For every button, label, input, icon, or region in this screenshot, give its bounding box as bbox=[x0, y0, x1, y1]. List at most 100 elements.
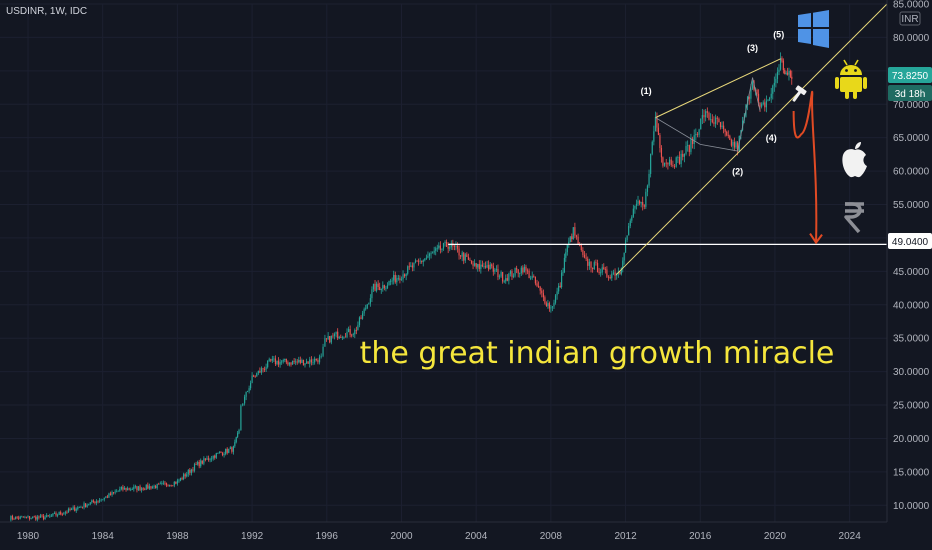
candle-body bbox=[343, 336, 345, 338]
candle-body bbox=[301, 359, 303, 363]
candle-body bbox=[127, 488, 129, 491]
y-tick-label: 80.0000 bbox=[893, 33, 930, 44]
candle-body bbox=[10, 516, 12, 521]
x-tick-label: 2016 bbox=[689, 531, 712, 542]
candle-body bbox=[333, 334, 336, 336]
candle-body bbox=[120, 486, 122, 490]
candle-body bbox=[588, 261, 590, 266]
candle-body bbox=[539, 287, 541, 291]
candle-body bbox=[92, 500, 94, 502]
x-axis[interactable]: 1980 1984 1988 1992 1996 2000 2004 2008 2012 2016… bbox=[17, 531, 861, 542]
candle-body bbox=[150, 486, 152, 489]
candle-body bbox=[189, 469, 191, 473]
candle-body bbox=[705, 111, 707, 118]
candle-body bbox=[678, 156, 681, 165]
candle-body bbox=[575, 235, 578, 237]
candle-body bbox=[212, 455, 214, 459]
candle-body bbox=[267, 360, 269, 368]
candle-body bbox=[231, 447, 233, 452]
candle-body bbox=[357, 325, 359, 331]
candle-body bbox=[141, 488, 143, 491]
candle-body bbox=[624, 240, 627, 253]
candle-body bbox=[726, 131, 728, 136]
candle-body bbox=[242, 403, 244, 406]
candle-body bbox=[432, 252, 434, 254]
candle-body bbox=[391, 280, 393, 282]
candle-body bbox=[128, 488, 130, 490]
candle-body bbox=[727, 135, 729, 137]
candle-body bbox=[133, 486, 135, 490]
candle-body bbox=[399, 278, 401, 281]
candle-body bbox=[66, 512, 68, 514]
candle-body bbox=[30, 518, 32, 519]
candle-body bbox=[447, 246, 449, 249]
apple-logo-icon bbox=[842, 142, 867, 178]
candle-body bbox=[559, 285, 561, 288]
candle-body bbox=[751, 81, 754, 89]
candle-body bbox=[337, 331, 339, 339]
candle-body bbox=[640, 202, 642, 204]
candle-body bbox=[379, 286, 381, 291]
candle-body bbox=[130, 489, 132, 491]
candle-body bbox=[598, 272, 600, 273]
candle-body bbox=[167, 485, 169, 487]
candle-body bbox=[198, 461, 200, 467]
candle-body bbox=[259, 371, 261, 373]
candle-body bbox=[74, 507, 76, 511]
candle-body bbox=[363, 309, 365, 314]
candle-body bbox=[680, 153, 682, 165]
candle-body bbox=[492, 266, 494, 272]
countdown-tag bbox=[888, 85, 932, 101]
candle-body bbox=[614, 272, 616, 276]
android-logo-icon bbox=[835, 59, 867, 99]
candle-body bbox=[719, 122, 722, 128]
candle-body bbox=[158, 483, 160, 485]
candle-body bbox=[691, 138, 694, 144]
candle-body bbox=[414, 260, 417, 263]
candle-body bbox=[547, 303, 549, 306]
candle-body bbox=[579, 244, 581, 246]
candle-body bbox=[229, 447, 231, 450]
candle-body bbox=[98, 500, 101, 502]
candle-body bbox=[444, 241, 446, 244]
candle-body bbox=[175, 481, 177, 484]
candle-body bbox=[551, 306, 554, 308]
candle-body bbox=[257, 371, 259, 374]
candle-body bbox=[217, 452, 219, 454]
y-tick-label: 40.0000 bbox=[893, 300, 930, 311]
candle-body bbox=[389, 280, 392, 282]
candle-body bbox=[706, 111, 708, 113]
y-tick-label: 25.0000 bbox=[893, 401, 930, 412]
candle-body bbox=[46, 515, 48, 518]
candle-body bbox=[396, 278, 398, 283]
candle-body bbox=[117, 490, 119, 492]
candle-body bbox=[433, 250, 435, 253]
candle-body bbox=[70, 508, 73, 511]
currency-unit-box[interactable] bbox=[899, 11, 921, 26]
candle-body bbox=[69, 508, 71, 511]
candle-body bbox=[302, 359, 305, 366]
candle-body bbox=[247, 391, 249, 392]
candle-body bbox=[531, 276, 533, 278]
candle-body bbox=[775, 78, 777, 83]
candle-body bbox=[604, 269, 606, 270]
candle-body bbox=[109, 493, 112, 495]
candle-body bbox=[650, 153, 652, 174]
candle-body bbox=[125, 487, 127, 491]
candle-body bbox=[486, 264, 488, 268]
candle-body bbox=[556, 291, 558, 296]
candle-body bbox=[32, 516, 34, 519]
candle-body bbox=[418, 260, 420, 262]
candle-body bbox=[577, 236, 579, 245]
candle-body bbox=[386, 285, 389, 288]
x-tick-label: 1984 bbox=[92, 531, 115, 542]
candle-body bbox=[60, 512, 62, 515]
symbol-title[interactable]: USDINR, 1W, IDC bbox=[6, 6, 87, 17]
candle-body bbox=[105, 496, 107, 498]
candle-body bbox=[508, 273, 510, 281]
candle-body bbox=[525, 266, 527, 271]
candle-body bbox=[497, 269, 499, 278]
candle-body bbox=[183, 474, 185, 480]
candle-body bbox=[566, 244, 568, 253]
